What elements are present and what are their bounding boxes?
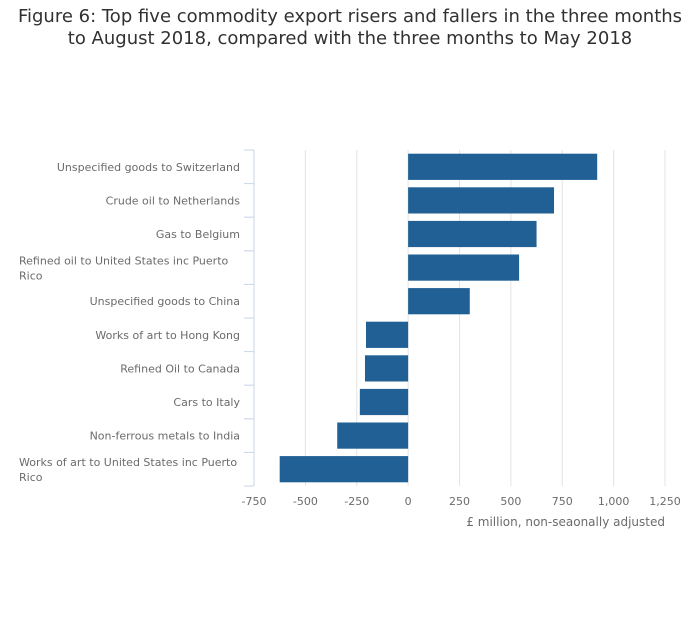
x-tick-label: 1,000 <box>598 495 630 508</box>
category-label: Rico <box>19 270 43 283</box>
category-label: Refined Oil to Canada <box>120 362 240 375</box>
category-label: Gas to Belgium <box>156 228 240 241</box>
chart-title: Figure 6: Top five commodity export rise… <box>0 6 700 50</box>
bar <box>408 288 470 315</box>
bar <box>279 456 409 483</box>
chart-title-line-2: to August 2018, compared with the three … <box>67 28 633 49</box>
category-axis-ticks <box>244 149 254 487</box>
bar <box>408 254 520 281</box>
bar <box>408 187 555 214</box>
bar <box>337 422 409 449</box>
bar <box>359 388 409 416</box>
chart-title-line-1: Figure 6: Top five commodity export rise… <box>17 6 683 27</box>
x-axis-title: £ million, non-seaonally adjusted <box>466 515 665 529</box>
bars <box>279 153 598 483</box>
category-label: Cars to Italy <box>173 396 240 409</box>
category-labels: Unspecified goods to Switzerland Crude oi… <box>19 161 240 484</box>
bar <box>408 220 537 248</box>
category-label: Works of art to Hong Kong <box>95 329 240 342</box>
x-tick-label: 1,250 <box>649 495 681 508</box>
x-tick-label: -250 <box>344 495 369 508</box>
category-label: Crude oil to Netherlands <box>106 194 241 207</box>
category-label: Unspecified goods to Switzerland <box>57 161 240 174</box>
x-tick-labels: -750 -500 -250 0 250 500 750 1,000 1,250 <box>242 495 681 508</box>
bar <box>364 355 409 382</box>
bar <box>365 321 409 348</box>
x-tick-label: 0 <box>405 495 412 508</box>
x-tick-label: -750 <box>242 495 267 508</box>
category-label: Refined oil to United States inc Puerto <box>19 255 229 268</box>
x-tick-label: 500 <box>500 495 521 508</box>
category-label: Non-ferrous metals to India <box>90 430 240 443</box>
category-label: Unspecified goods to China <box>90 295 240 308</box>
x-tick-label: -500 <box>293 495 318 508</box>
x-tick-label: 250 <box>449 495 470 508</box>
category-label: Rico <box>19 471 43 484</box>
category-label: Works of art to United States inc Puerto <box>19 456 237 469</box>
bar <box>408 153 598 180</box>
x-tick-label: 750 <box>552 495 573 508</box>
